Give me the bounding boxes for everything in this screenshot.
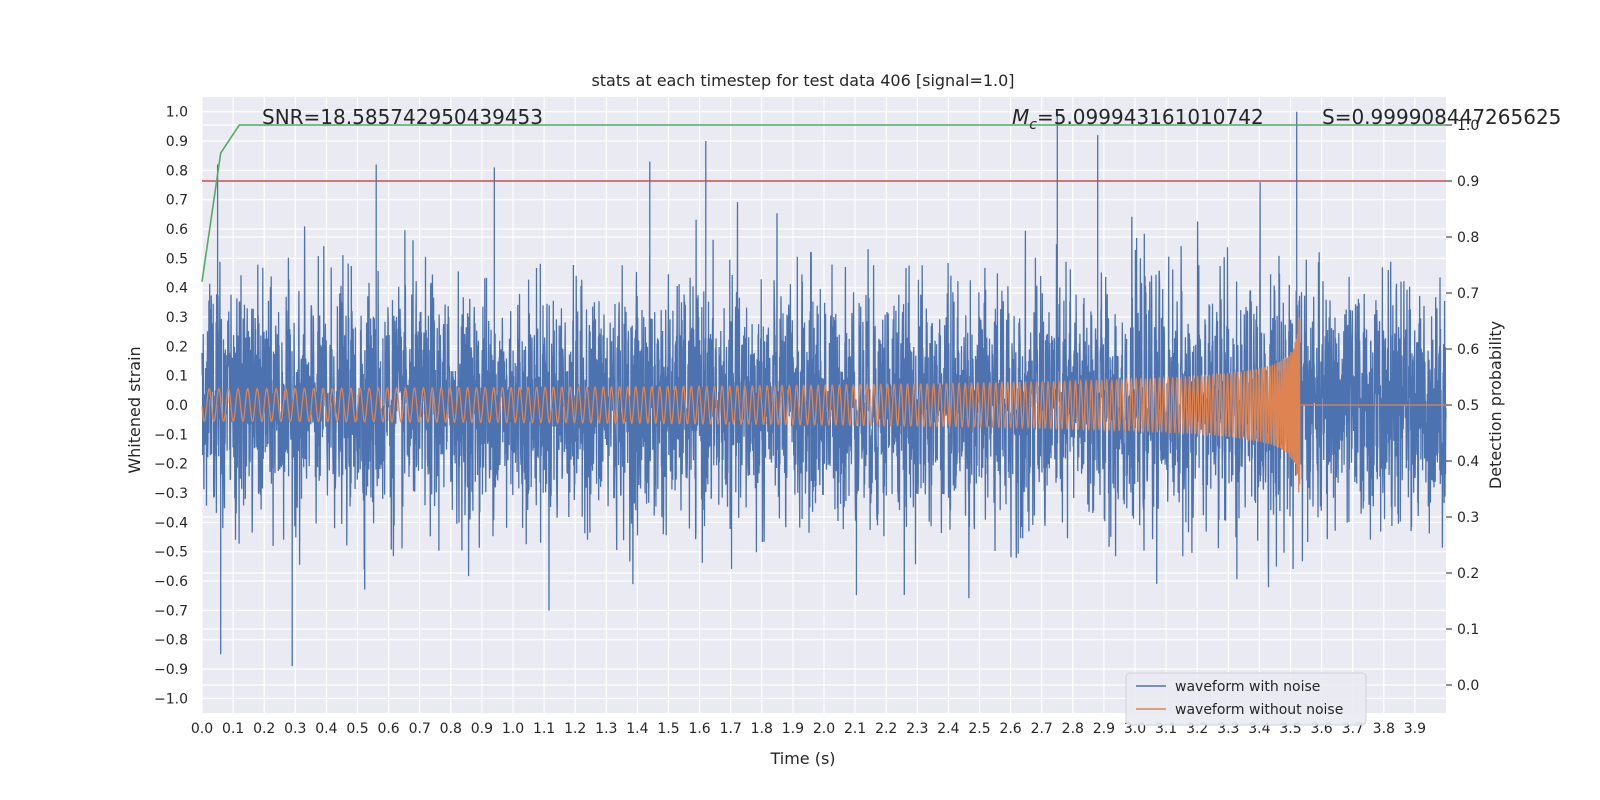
x-tick-label: 0.3 bbox=[284, 721, 306, 737]
y-right-tick-label: 0.1 bbox=[1457, 622, 1479, 638]
x-tick-label: 0.2 bbox=[253, 721, 275, 737]
y-axis-ticks: 1.0 0.9 0.8 0.7 0.6 0.5 0.4 0.3 0.2 0.1 0.0 −0.1 −0.… bbox=[154, 105, 188, 708]
x-tick-label: 1.1 bbox=[533, 721, 555, 737]
y-tick-label: 0.2 bbox=[166, 339, 188, 355]
x-tick-label: 1.6 bbox=[688, 721, 710, 737]
x-tick-label: 0.8 bbox=[440, 721, 462, 737]
x-tick-label: 3.9 bbox=[1404, 721, 1426, 737]
x-tick-label: 1.2 bbox=[564, 721, 586, 737]
x-tick-label: 2.9 bbox=[1093, 721, 1115, 737]
y-tick-label: 0.6 bbox=[166, 222, 188, 238]
y-right-tick-label: 0.9 bbox=[1457, 174, 1479, 190]
y-tick-label: −0.2 bbox=[154, 457, 188, 473]
x-tick-label: 1.7 bbox=[720, 721, 742, 737]
x-tick-label: 0.0 bbox=[191, 721, 213, 737]
chirp-mass-symbol: M bbox=[1012, 105, 1029, 129]
y-tick-label: −0.7 bbox=[154, 603, 188, 619]
score-annotation: S=0.999908447265625 bbox=[1322, 105, 1561, 129]
y-tick-label: −0.6 bbox=[154, 574, 188, 590]
y-tick-label: 0.4 bbox=[166, 281, 188, 297]
x-tick-label: 1.4 bbox=[626, 721, 648, 737]
y-tick-label: −0.5 bbox=[154, 545, 188, 561]
x-tick-label: 0.4 bbox=[315, 721, 337, 737]
y-tick-label: 0.5 bbox=[166, 251, 188, 267]
x-axis-label: Time (s) bbox=[769, 749, 835, 768]
y-right-tick-label: 0.3 bbox=[1457, 510, 1479, 526]
y-tick-label: −0.8 bbox=[154, 633, 188, 649]
y-right-tick-label: 0.7 bbox=[1457, 286, 1479, 302]
x-tick-label: 1.9 bbox=[782, 721, 804, 737]
detection-probability-line bbox=[201, 124, 1446, 282]
y-tick-label: −0.9 bbox=[154, 662, 188, 678]
clean-waveform-line bbox=[201, 317, 1446, 493]
y-right-tick-label: 0.5 bbox=[1457, 398, 1479, 414]
legend-label-noisy: waveform with noise bbox=[1175, 679, 1320, 695]
y-right-tick-label: 0.6 bbox=[1457, 342, 1479, 358]
y-tick-label: 0.0 bbox=[166, 398, 188, 414]
y-tick-label: 0.3 bbox=[166, 310, 188, 326]
legend-label-clean: waveform without noise bbox=[1175, 702, 1343, 718]
legend: waveform with noise waveform without noi… bbox=[1125, 672, 1367, 726]
y-tick-label: 0.8 bbox=[166, 163, 188, 179]
x-tick-label: 1.5 bbox=[657, 721, 679, 737]
y-right-tick-label: 0.2 bbox=[1457, 566, 1479, 582]
x-tick-label: 3.8 bbox=[1373, 721, 1395, 737]
x-tick-label: 2.0 bbox=[813, 721, 835, 737]
y-tick-label: −0.4 bbox=[154, 515, 188, 531]
legend-box bbox=[1125, 672, 1367, 726]
x-tick-label: 0.6 bbox=[377, 721, 399, 737]
snr-annotation: SNR=18.585742950439453 bbox=[262, 105, 543, 129]
x-tick-label: 2.4 bbox=[937, 721, 959, 737]
x-tick-label: 1.3 bbox=[595, 721, 617, 737]
x-tick-label: 2.5 bbox=[968, 721, 990, 737]
y-tick-label: −0.3 bbox=[154, 486, 188, 502]
series-waveform-without-noise bbox=[201, 317, 1446, 493]
y-tick-label: −1.0 bbox=[154, 691, 188, 707]
x-tick-label: 2.1 bbox=[844, 721, 866, 737]
x-tick-label: 0.9 bbox=[471, 721, 493, 737]
y-axis-right-label: Detection probability bbox=[1486, 321, 1505, 489]
y-axis-right-ticks: 1.0 0.9 0.8 0.7 0.6 0.5 0.4 0.3 0.2 0.1 0.0 bbox=[1446, 118, 1479, 694]
y-right-tick-label: 1.0 bbox=[1457, 118, 1479, 134]
chirp-mass-subscript: c bbox=[1029, 117, 1037, 133]
y-right-tick-label: 0.8 bbox=[1457, 230, 1479, 246]
x-tick-label: 2.2 bbox=[875, 721, 897, 737]
y-tick-label: 1.0 bbox=[166, 105, 188, 121]
y-tick-label: 0.9 bbox=[166, 134, 188, 150]
chart-title: stats at each timestep for test data 406… bbox=[591, 71, 1014, 90]
x-tick-label: 0.1 bbox=[222, 721, 244, 737]
y-tick-label: 0.1 bbox=[166, 369, 188, 385]
chirp-mass-annotation: Mc=5.099943161010742 bbox=[1012, 105, 1264, 133]
x-tick-label: 2.6 bbox=[999, 721, 1021, 737]
chirp-mass-value: =5.099943161010742 bbox=[1037, 105, 1264, 129]
x-tick-label: 0.5 bbox=[346, 721, 368, 737]
x-tick-label: 1.8 bbox=[751, 721, 773, 737]
y-right-tick-label: 0.4 bbox=[1457, 454, 1479, 470]
y-right-tick-label: 0.0 bbox=[1457, 678, 1479, 694]
x-tick-label: 2.8 bbox=[1062, 721, 1084, 737]
y-tick-label: 0.7 bbox=[166, 193, 188, 209]
x-tick-label: 1.0 bbox=[502, 721, 524, 737]
y-tick-label: −0.1 bbox=[154, 427, 188, 443]
series-detection-probability bbox=[201, 124, 1446, 282]
y-axis-label: Whitened strain bbox=[125, 346, 144, 473]
x-tick-label: 0.7 bbox=[409, 721, 431, 737]
x-tick-label: 2.3 bbox=[906, 721, 928, 737]
x-tick-label: 2.7 bbox=[1031, 721, 1053, 737]
